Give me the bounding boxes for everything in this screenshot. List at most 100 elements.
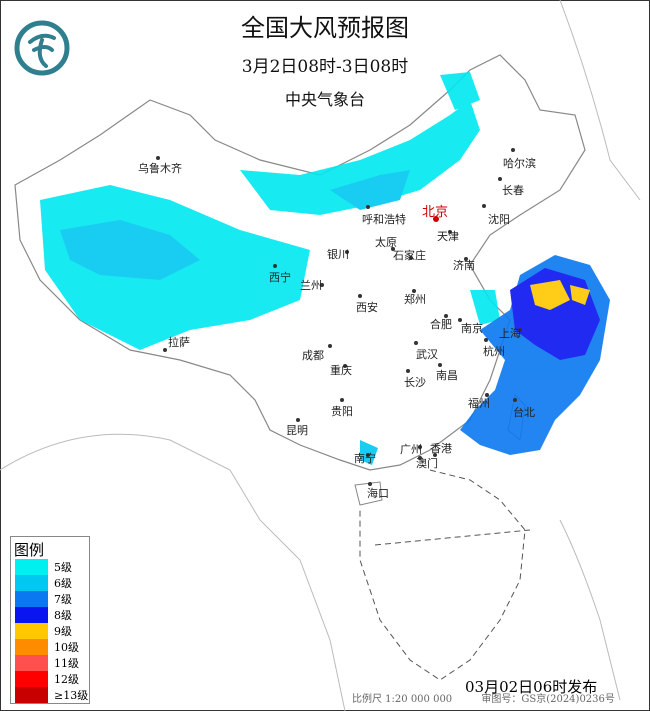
city-dot — [156, 156, 160, 160]
city-dot — [513, 398, 517, 402]
legend-item: 8级 — [11, 607, 89, 623]
legend-item: 10级 — [11, 639, 89, 655]
nine-dash-line — [359, 469, 526, 681]
city-label: 呼和浩特 — [362, 213, 406, 226]
legend-swatch — [15, 591, 48, 607]
city-dot — [412, 289, 416, 293]
city-label: 石家庄 — [393, 249, 426, 262]
city-label: 乌鲁木齐 — [138, 162, 182, 175]
city-label: 贵阳 — [331, 405, 353, 418]
legend-label: 7级 — [54, 593, 72, 606]
city-label: 合肥 — [430, 318, 452, 331]
city-label: 北京 — [422, 205, 449, 220]
wind-area-9 — [570, 285, 590, 305]
city-label: 成都 — [302, 349, 324, 362]
city-label: 武汉 — [416, 348, 438, 361]
city-label: 福州 — [468, 397, 490, 410]
city-dot — [433, 216, 439, 222]
map-approval-number: 审图号：GS京(2024)0236号 — [481, 694, 615, 705]
city-dot — [458, 318, 462, 322]
city-dot — [409, 256, 413, 260]
issuer: 中央气象台 — [284, 90, 365, 109]
city-label: 广州 — [400, 443, 422, 456]
city-label: 郑州 — [404, 293, 426, 306]
city-dot — [464, 257, 468, 261]
city-label: 杭州 — [483, 345, 505, 358]
city-dot — [368, 482, 372, 486]
city-label: 南昌 — [436, 369, 458, 382]
legend-item: 7级 — [11, 591, 89, 607]
city-dot — [343, 364, 347, 368]
legend-swatch — [15, 639, 48, 655]
city-dot — [366, 453, 370, 457]
legend-label: 5级 — [54, 561, 72, 574]
neighbor-border — [559, 0, 641, 201]
city-label: 台北 — [513, 406, 535, 419]
city-dot — [328, 344, 332, 348]
city-dot — [391, 247, 395, 251]
city-label: 天津 — [437, 230, 459, 243]
city-dot — [485, 393, 489, 397]
city-label: 西宁 — [269, 271, 291, 284]
city-label: 海口 — [367, 487, 389, 500]
wind-area-6 — [360, 440, 378, 465]
city-dot — [498, 177, 502, 181]
city-dot — [340, 398, 344, 402]
city-label: 银川 — [327, 248, 349, 261]
legend-label: 11级 — [54, 657, 79, 670]
city-dot — [414, 341, 418, 345]
legend-item: 11级 — [11, 655, 89, 671]
wind-area-5 — [240, 100, 480, 215]
city-dot — [511, 148, 515, 152]
legend-item: 9级 — [11, 623, 89, 639]
legend-label: 9级 — [54, 625, 72, 638]
neighbor-border — [0, 433, 346, 711]
map-title: 全国大风预报图 — [241, 14, 409, 42]
city-label: 南宁 — [354, 452, 376, 465]
wind-area-9 — [530, 280, 570, 310]
city-dot — [433, 453, 437, 457]
legend-label: 8级 — [54, 609, 72, 622]
city-label: 香港 — [430, 442, 452, 455]
south-sea-box — [374, 529, 531, 546]
issued-time: 03月02日06时发布 — [465, 678, 598, 696]
wind-area-5 — [440, 72, 480, 110]
legend-item: ≥13级 — [11, 687, 89, 703]
legend-label: 10级 — [54, 641, 79, 654]
legend-label: 6级 — [54, 577, 72, 590]
city-label: 沈阳 — [488, 213, 510, 226]
legend-swatch — [15, 575, 48, 591]
city-dot — [482, 204, 486, 208]
city-dot — [366, 205, 370, 209]
city-dot — [296, 418, 300, 422]
city-label: 南京 — [461, 322, 483, 335]
legend-label: ≥13级 — [54, 689, 89, 702]
city-dot — [438, 363, 442, 367]
legend-item: 6级 — [11, 575, 89, 591]
city-dot — [418, 445, 422, 449]
city-label: 长春 — [502, 184, 524, 197]
city-dot — [358, 294, 362, 298]
city-label: 昆明 — [286, 424, 308, 437]
city-label: 济南 — [453, 259, 475, 272]
cma-logo-icon — [14, 20, 70, 76]
city-dot — [518, 328, 522, 332]
city-dot — [320, 283, 324, 287]
wind-area-5 — [470, 290, 500, 325]
city-dot — [448, 230, 452, 234]
legend-swatch — [15, 623, 48, 639]
legend-swatch — [15, 671, 48, 687]
map-scale: 比例尺 1:20 000 000 — [352, 694, 453, 705]
city-label: 西安 — [356, 301, 378, 314]
city-label: 兰州 — [300, 279, 322, 292]
city-dot — [484, 338, 488, 342]
city-dot — [444, 314, 448, 318]
legend-label: 12级 — [54, 673, 79, 686]
legend-item: 5级 — [11, 559, 89, 575]
wind-area-6 — [60, 220, 200, 280]
city-label: 重庆 — [330, 364, 352, 377]
legend-item: 12级 — [11, 671, 89, 687]
city-dot — [345, 250, 349, 254]
legend-swatch — [15, 607, 48, 623]
